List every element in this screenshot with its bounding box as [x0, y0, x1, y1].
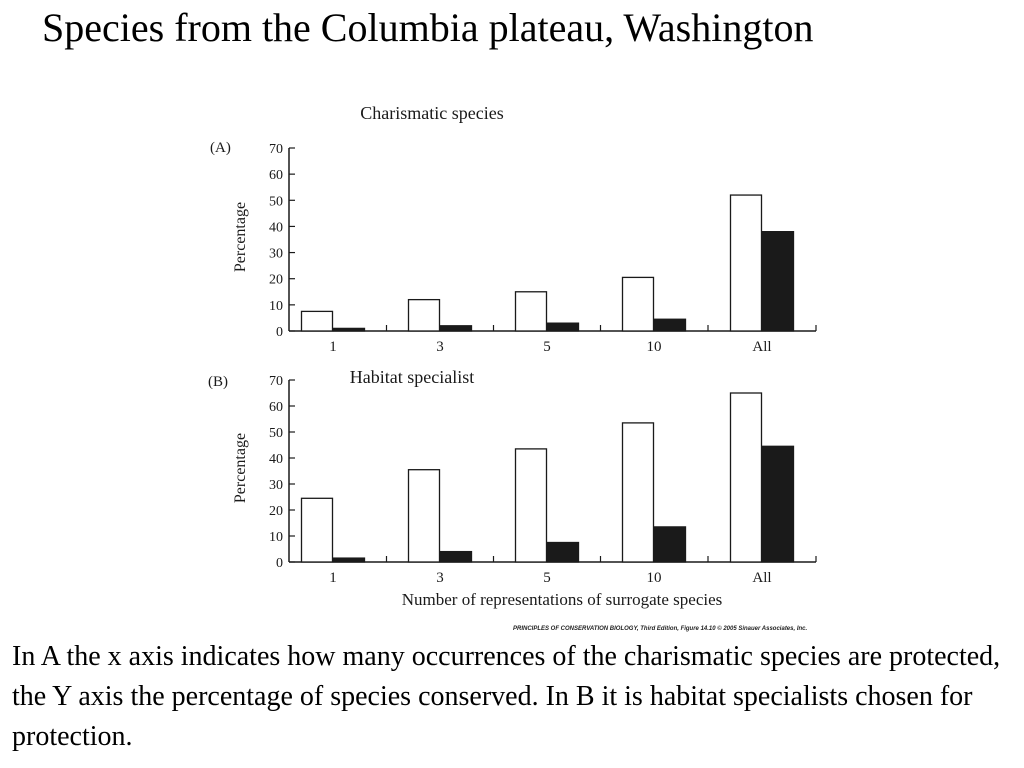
- chart-b-bar-black: [332, 557, 366, 563]
- chart-b-y-tick-label: 30: [269, 478, 283, 493]
- chart-b-bar-black: [439, 550, 473, 563]
- chart-b: Habitat specialist (B) Percentage 0 10 20 3…: [208, 367, 817, 609]
- chart-a-y-tick-label: 60: [269, 168, 283, 183]
- body-text: In A the x axis indicates how many occur…: [12, 641, 1001, 752]
- chart-b-bar-white: [300, 497, 334, 563]
- chart-b-x-tick-label: 1: [329, 570, 337, 586]
- chart-a-y-tick-label: 10: [269, 299, 283, 314]
- chart-a-plot: 0 10 20 30 40 50 60 70 1 3 5 10 All: [269, 142, 817, 355]
- chart-b-y-tick-label: 20: [269, 504, 283, 519]
- chart-b-ylabel: Percentage: [232, 433, 249, 503]
- chart-b-bar-white: [407, 469, 441, 563]
- chart-a-y-tick-label: 20: [269, 273, 283, 288]
- chart-b-bar-black: [653, 526, 687, 563]
- chart-b-x-tick-label: 5: [543, 570, 551, 586]
- chart-a: Charismatic species (A) Percentage 0 10 20…: [210, 103, 817, 355]
- chart-b-y-tick-label: 70: [269, 374, 283, 389]
- chart-a-x-tick-label: 1: [329, 339, 337, 355]
- chart-b-y-tick-label: 0: [276, 556, 283, 571]
- slide-title: Species from the Columbia plateau, Washi…: [42, 5, 814, 50]
- chart-a-bar-white: [514, 291, 548, 332]
- chart-a-x-tick-label: 10: [647, 339, 662, 355]
- chart-a-bar-white: [621, 276, 655, 332]
- chart-a-ylabel: Percentage: [232, 202, 249, 272]
- chart-a-bar-white: [729, 194, 763, 332]
- figure-credit: PRINCIPLES OF CONSERVATION BIOLOGY, Thir…: [513, 626, 808, 632]
- chart-b-x-tick-label: 3: [436, 570, 444, 586]
- chart-b-bar-white: [621, 422, 655, 563]
- chart-a-y-tick-label: 30: [269, 247, 283, 262]
- chart-b-y-tick-label: 10: [269, 530, 283, 545]
- chart-a-bar-black: [653, 318, 687, 332]
- chart-a-y-tick-label: 0: [276, 325, 283, 340]
- chart-b-y-tick-label: 40: [269, 452, 283, 467]
- chart-b-x-tick-label: All: [752, 570, 771, 586]
- chart-a-panel-label: (A): [210, 140, 231, 156]
- chart-b-bar-white: [729, 392, 763, 563]
- chart-a-bar-black: [332, 327, 366, 332]
- chart-a-y-tick-label: 50: [269, 194, 283, 209]
- chart-b-y-tick-label: 50: [269, 426, 283, 441]
- chart-a-bar-white: [300, 310, 334, 332]
- chart-a-x-tick-label: 3: [436, 339, 444, 355]
- chart-b-bar-black: [761, 445, 795, 563]
- chart-a-y-tick-label: 40: [269, 220, 283, 235]
- chart-a-bar-white: [407, 298, 441, 332]
- chart-b-y-tick-label: 60: [269, 400, 283, 415]
- chart-a-bar-black: [761, 231, 795, 332]
- chart-b-x-tick-label: 10: [647, 570, 662, 586]
- chart-b-bar-black: [546, 541, 580, 563]
- charts-figure: Charismatic species (A) Percentage 01020…: [208, 103, 817, 609]
- chart-b-panel-label: (B): [208, 374, 228, 390]
- chart-b-bar-white: [514, 448, 548, 563]
- chart-a-y-tick-label: 70: [269, 142, 283, 157]
- chart-a-bar-black: [439, 325, 473, 332]
- chart-b-xlabel: Number of representations of surrogate s…: [402, 590, 723, 609]
- chart-a-x-tick-label: 5: [543, 339, 551, 355]
- chart-a-title: Charismatic species: [360, 103, 503, 123]
- chart-b-plot: 0 10 20 30 40 50 60 70 1 3 5 10 All: [269, 374, 817, 586]
- chart-a-x-tick-label: All: [752, 339, 771, 355]
- chart-a-bar-black: [546, 322, 580, 332]
- chart-b-title: Habitat specialist: [350, 367, 474, 387]
